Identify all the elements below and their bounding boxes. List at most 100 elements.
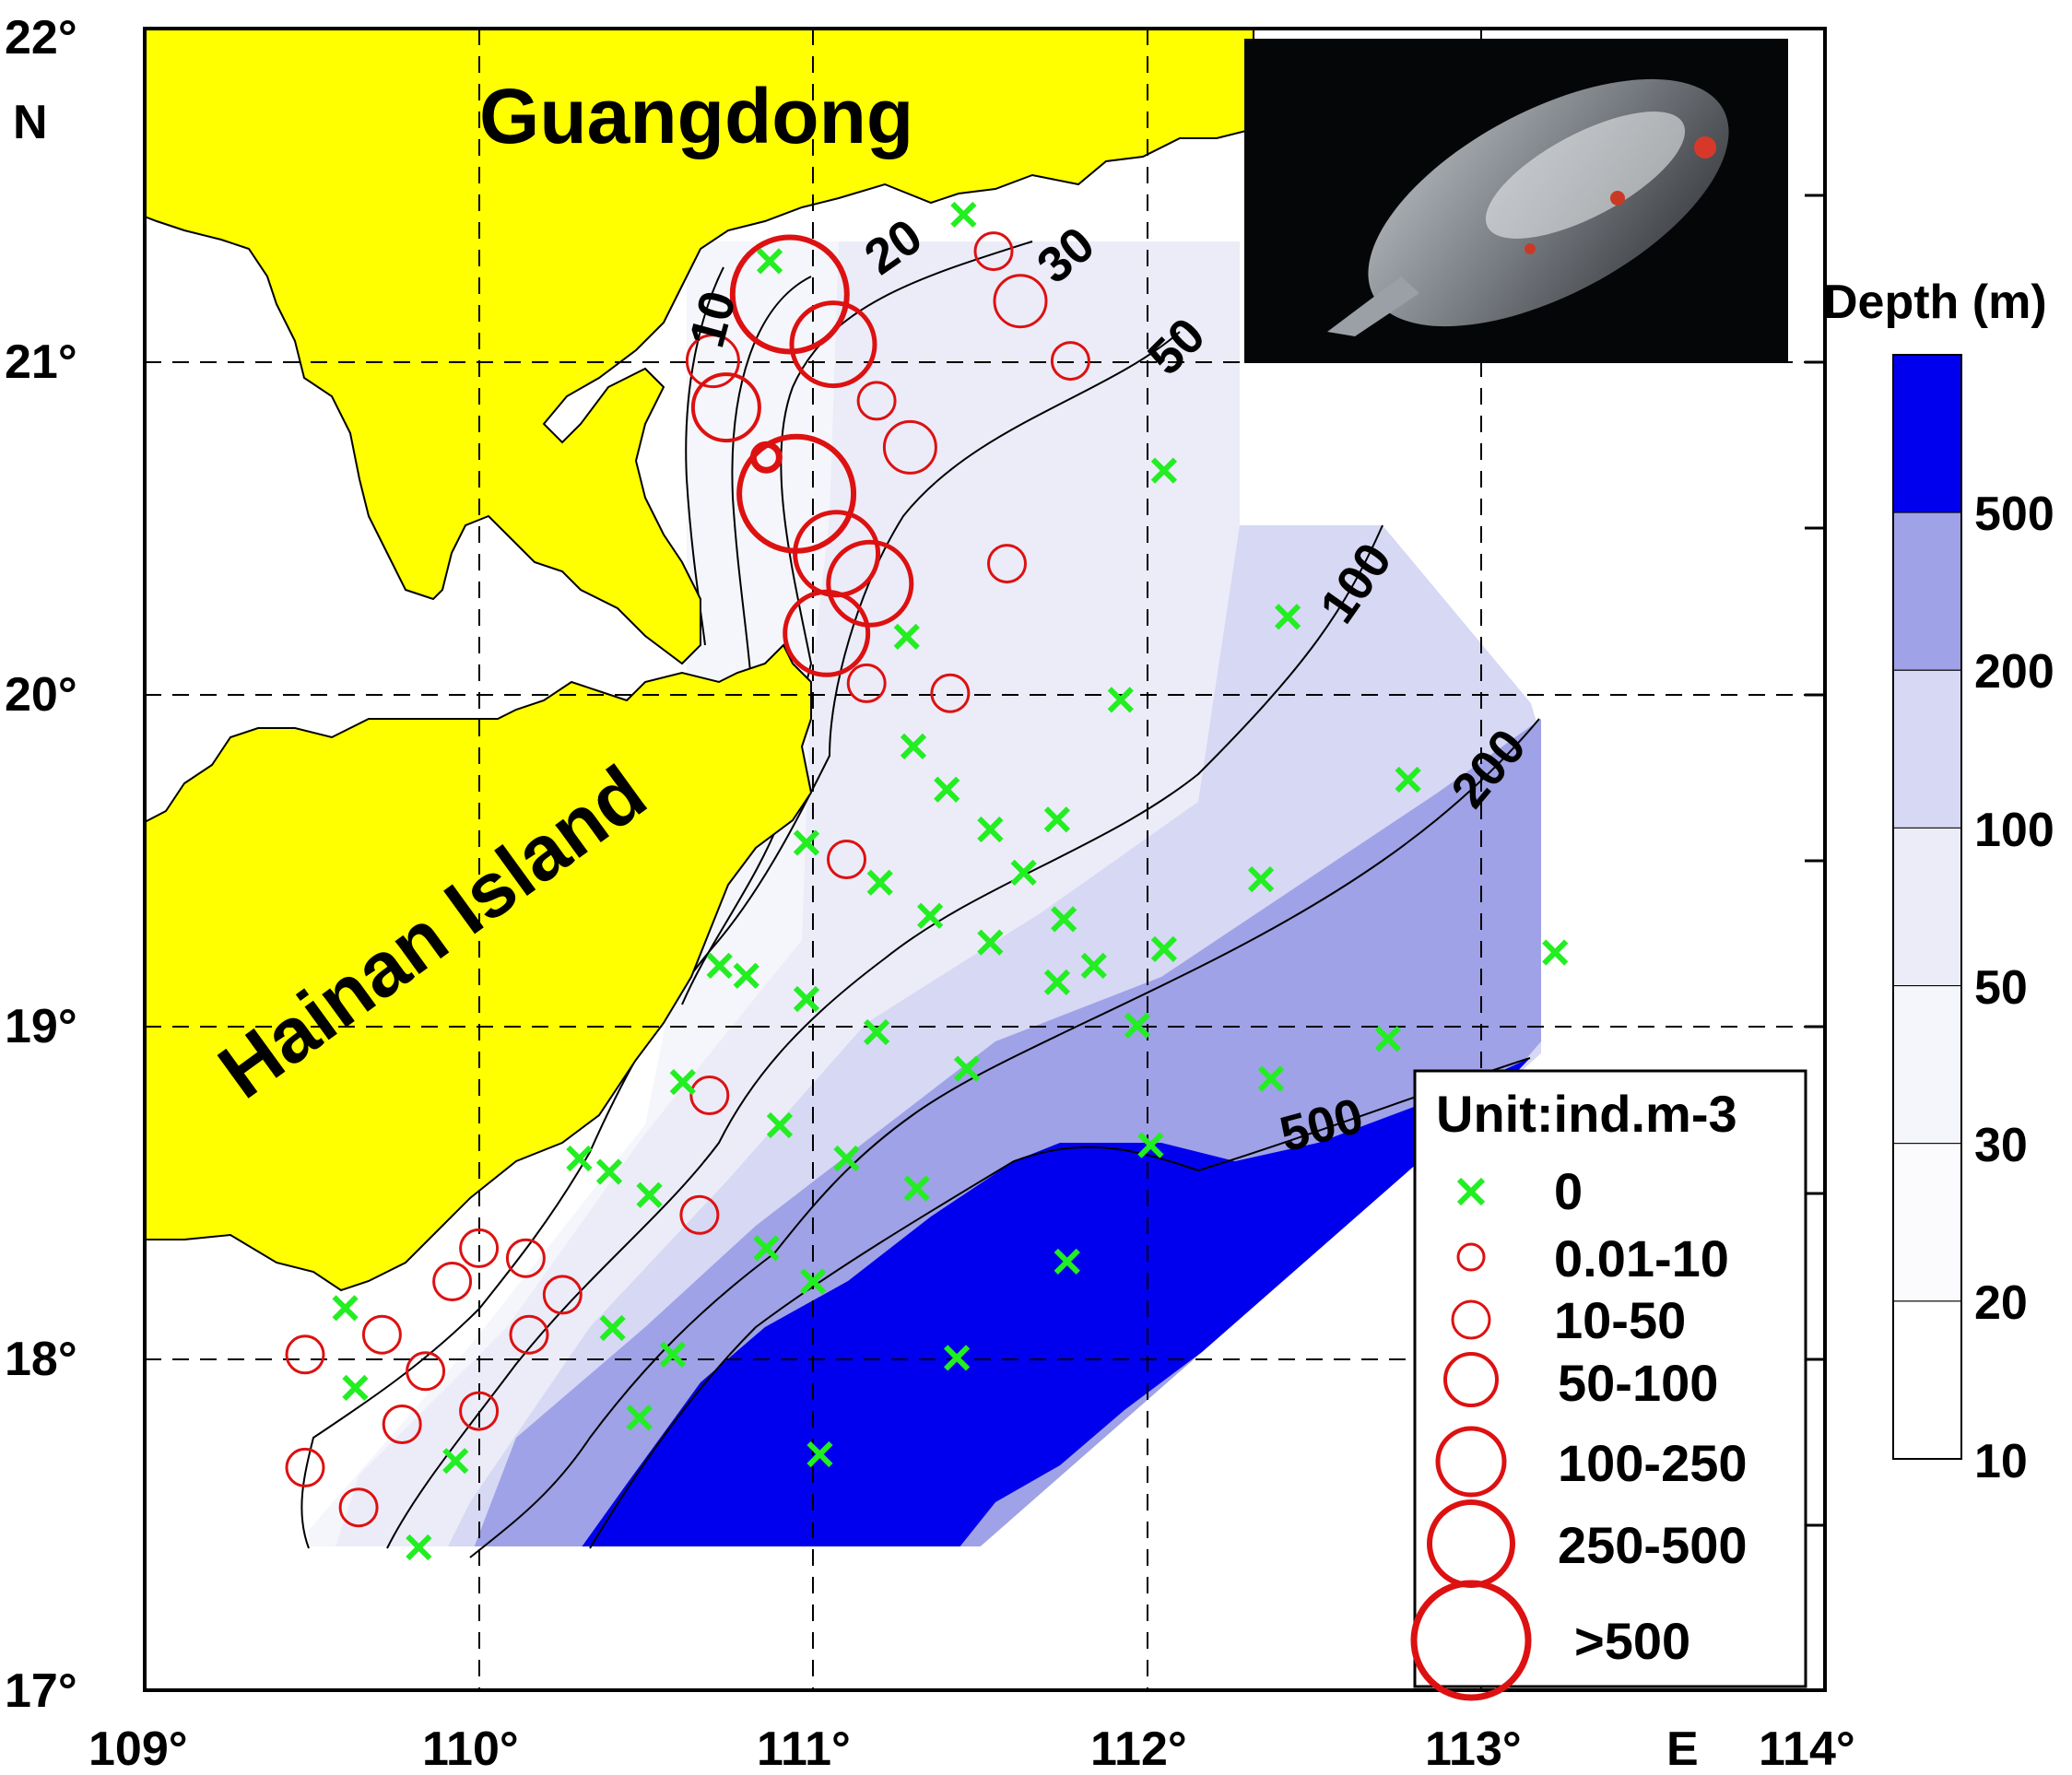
right-ticks	[1805, 194, 1825, 1527]
contour-200	[469, 718, 1540, 1558]
depth-band-500-plus	[581, 1058, 1530, 1548]
station-positive-0	[729, 234, 850, 355]
station-positive-27	[406, 1351, 446, 1392]
station-positive-5	[685, 334, 740, 389]
legend-symbol-10-50	[1451, 1299, 1491, 1340]
station-zero-16	[1051, 906, 1077, 933]
graticule	[145, 29, 1825, 1690]
station-positive-16	[930, 673, 971, 713]
station-positive-28	[459, 1391, 500, 1431]
station-zero-37	[636, 1181, 663, 1208]
station-positive-22	[432, 1262, 473, 1301]
station-positive-30	[285, 1447, 325, 1487]
station-positive-26	[285, 1334, 325, 1375]
station-zero-48	[806, 1440, 833, 1468]
station-zero-49	[406, 1534, 432, 1561]
legend-label-100-250: 100-250	[1558, 1434, 1748, 1492]
station-zero-40	[800, 1268, 827, 1295]
colorbar-swatch-500	[1892, 354, 1962, 513]
station-positive-13	[882, 419, 937, 475]
station-zero-32	[1137, 1132, 1164, 1158]
label-guangdong: Guangdong	[479, 73, 913, 159]
legend-label-500-plus: >500	[1574, 1612, 1690, 1670]
colorbar-swatch-200	[1892, 511, 1962, 671]
colorbar-label-200: 200	[1974, 645, 2054, 699]
colorbar-swatch-20	[1892, 1143, 1962, 1302]
station-zero-27	[863, 1018, 890, 1046]
station-zero-34	[833, 1145, 860, 1172]
copepod-red-spot-1	[1694, 136, 1716, 159]
station-positive-11	[1050, 341, 1090, 382]
station-zero-41	[599, 1314, 626, 1342]
station-zero-44	[332, 1295, 359, 1322]
legend-symbol-zero	[1456, 1177, 1486, 1206]
colorbar-label-100: 100	[1974, 804, 2054, 857]
colorbar-swatch-100	[1892, 669, 1962, 829]
station-zero-12	[1010, 859, 1037, 887]
contour-30	[681, 241, 1033, 1005]
station-zero-42	[659, 1341, 687, 1368]
guangdong-land	[145, 29, 1254, 665]
colorbar-label-500: 500	[1974, 488, 2054, 541]
axis-labels: 109° 110° 111° 112° 113° 114° E 22° N 21…	[5, 11, 1855, 1775]
colorbar-frame	[1892, 354, 1962, 1460]
abundance-legend: Unit:ind.m-3 0 0.01-10 10-50 50-100 100-…	[1410, 1069, 1807, 1701]
legend-symbol-0.01-10	[1456, 1242, 1486, 1272]
lon-tick-109: 109°	[88, 1722, 188, 1775]
map-layers: 10 20 30 50 100 200 500 Guangdong Hainan…	[145, 29, 1825, 1690]
station-zero-26	[1374, 1026, 1401, 1052]
contour-100	[386, 524, 1383, 1549]
colorbar-label-10: 10	[1974, 1435, 2028, 1488]
station-positive-9	[973, 231, 1014, 272]
depth-colorbar: Depth (m) 500 200 100 50 30 20 10	[1823, 276, 2054, 1488]
station-positive-15	[846, 663, 887, 703]
legend-symbol-500-plus	[1410, 1580, 1532, 1701]
station-positive-8	[783, 589, 871, 677]
station-zero-11	[793, 829, 820, 856]
station-zero-10	[1043, 806, 1071, 833]
lon-tick-112: 112°	[1090, 1722, 1187, 1775]
legend-label-10-50: 10-50	[1554, 1291, 1686, 1349]
contour-500	[589, 1057, 1531, 1549]
station-zero-46	[626, 1405, 653, 1431]
station-positive-20	[459, 1228, 500, 1268]
station-positive-10	[993, 274, 1048, 329]
hainan-land	[145, 643, 813, 1292]
copepod-highlight	[1485, 112, 1686, 239]
copepod-photo	[1244, 39, 1788, 363]
lat-tick-21: 21°	[5, 335, 77, 389]
lat-tick-19: 19°	[5, 1000, 77, 1053]
station-positive-31	[338, 1487, 379, 1528]
legend-symbol-50-100	[1443, 1352, 1499, 1407]
colorbar-title: Depth (m)	[1823, 276, 2047, 329]
station-positive-19	[679, 1194, 720, 1235]
lat-tick-22: 22°	[5, 11, 77, 65]
depth-contours	[300, 241, 1540, 1558]
station-zero-7	[1395, 766, 1421, 793]
station-zero-13	[1247, 866, 1275, 893]
station-zero-45	[342, 1374, 369, 1401]
station-zero-4	[893, 623, 920, 651]
station-positive-18	[689, 1076, 730, 1115]
copepod-red-spot-2	[1610, 191, 1625, 206]
station-zero-29	[1257, 1065, 1285, 1092]
station-zero-19	[1542, 939, 1569, 966]
lat-tick-17: 17°	[5, 1664, 77, 1718]
legend-label-250-500: 250-500	[1558, 1516, 1748, 1574]
station-zero-18	[1150, 935, 1178, 962]
station-zero-24	[793, 985, 820, 1013]
copepod-red-spot-3	[1525, 243, 1536, 254]
legend-x-b	[1456, 1177, 1486, 1206]
lon-tick-114: 114°	[1759, 1722, 1855, 1775]
station-positive-4	[690, 372, 761, 443]
legend-title: Unit:ind.m-3	[1436, 1085, 1737, 1143]
lat-tick-20: 20°	[5, 668, 77, 722]
station-zero-20	[1080, 952, 1107, 980]
station-zero-30	[669, 1068, 696, 1096]
lon-hemisphere: E	[1666, 1722, 1699, 1775]
station-positive-14	[987, 544, 1027, 584]
station-zero-35	[595, 1158, 623, 1185]
colorbar-label-50: 50	[1974, 961, 2028, 1015]
unsurveyed-south	[145, 1546, 1825, 1690]
